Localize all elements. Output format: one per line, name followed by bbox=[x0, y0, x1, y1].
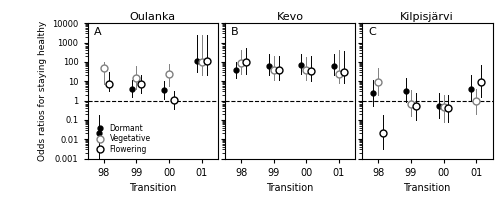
X-axis label: Transition: Transition bbox=[404, 183, 451, 193]
X-axis label: Transition: Transition bbox=[266, 183, 314, 193]
Title: Kilpisjärvi: Kilpisjärvi bbox=[400, 13, 454, 22]
Title: Kevo: Kevo bbox=[276, 13, 303, 22]
Text: C: C bbox=[368, 27, 376, 37]
Title: Oulanka: Oulanka bbox=[130, 13, 176, 22]
Y-axis label: Odds ratios for staying healthy: Odds ratios for staying healthy bbox=[38, 21, 46, 161]
Text: A: A bbox=[94, 27, 102, 37]
X-axis label: Transition: Transition bbox=[129, 183, 176, 193]
Legend: Dormant, Vegetative, Flowering: Dormant, Vegetative, Flowering bbox=[92, 123, 152, 155]
Text: B: B bbox=[231, 27, 239, 37]
